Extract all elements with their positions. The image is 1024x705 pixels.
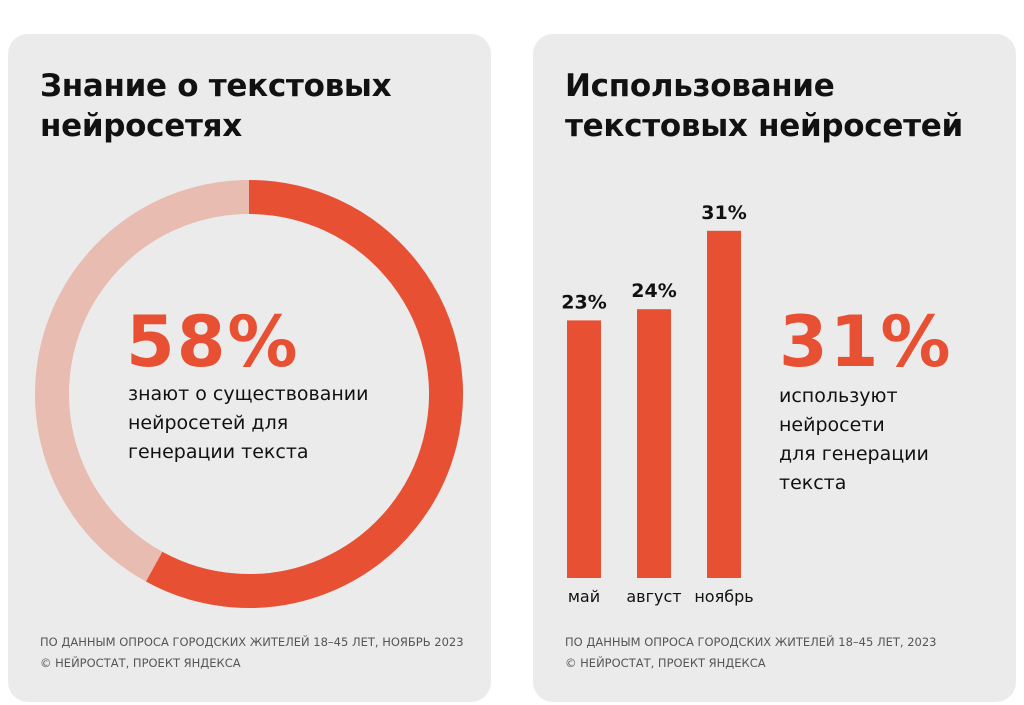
title-line: Использование [565, 68, 835, 104]
bar-category-label: август [626, 587, 681, 606]
desc-line: текста [779, 472, 847, 494]
footnote-line: © НЕЙРОСТАТ, ПРОЕКТ ЯНДЕКСА [40, 656, 241, 670]
footnote-line: ПО ДАННЫМ ОПРОСА ГОРОДСКИХ ЖИТЕЛЕЙ 18–45… [565, 635, 937, 649]
donut-slice-0 [145, 180, 463, 608]
usage-card: Использование текстовых нейросетей 23% ма… [533, 34, 1016, 702]
awareness-card: Знание о текстовых нейросетях 58% знают … [8, 34, 491, 702]
footnote-line: ПО ДАННЫМ ОПРОСА ГОРОДСКИХ ЖИТЕЛЕЙ 18–45… [40, 635, 464, 649]
footnote-line: © НЕЙРОСТАТ, ПРОЕКТ ЯНДЕКСА [565, 656, 766, 670]
desc-line: используют [779, 385, 898, 407]
desc-line: нейросетей для [128, 412, 289, 434]
bar-1 [637, 309, 671, 578]
bar-chart: 23% май 24% август 31% ноябрь [561, 202, 753, 606]
awareness-title: Знание о текстовых нейросетях [40, 66, 392, 146]
bar-value-label: 31% [701, 202, 746, 224]
title-line: текстовых нейросетей [565, 108, 963, 144]
awareness-value: 58% [126, 301, 300, 383]
usage-title: Использование текстовых нейросетей [565, 66, 963, 146]
awareness-description: знают о существовании нейросетей для ген… [128, 380, 369, 467]
bar-category-label: ноябрь [694, 587, 753, 606]
title-line: Знание о текстовых [40, 68, 392, 104]
desc-line: нейросети [779, 414, 885, 436]
bar-0 [567, 320, 601, 578]
desc-line: для генерации [779, 443, 929, 465]
footnote: ПО ДАННЫМ ОПРОСА ГОРОДСКИХ ЖИТЕЛЕЙ 18–45… [40, 632, 464, 674]
usage-value: 31% [779, 301, 953, 383]
donut-slice-1 [35, 180, 250, 582]
bar-value-label: 24% [631, 280, 676, 302]
donut-chart [35, 180, 463, 608]
desc-line: генерации текста [128, 441, 309, 463]
bar-2 [707, 230, 741, 579]
bar-value-label: 23% [561, 291, 606, 313]
footnote: ПО ДАННЫМ ОПРОСА ГОРОДСКИХ ЖИТЕЛЕЙ 18–45… [565, 632, 936, 674]
desc-line: знают о существовании [128, 383, 369, 405]
bar-category-label: май [568, 587, 600, 606]
usage-description: используют нейросети для генерации текст… [779, 382, 929, 498]
title-line: нейросетях [40, 108, 242, 144]
